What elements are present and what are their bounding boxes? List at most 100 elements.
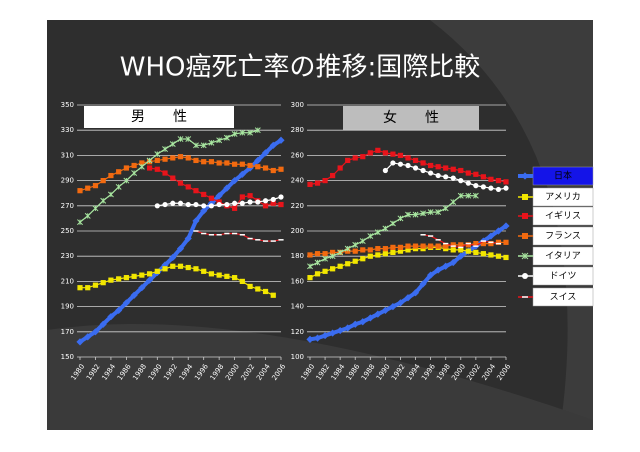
decoration [430,20,593,430]
marker [201,268,207,274]
marker [154,203,160,209]
marker [435,209,442,216]
marker [162,201,168,208]
marker [435,164,441,170]
marker [337,165,343,171]
marker [382,246,388,252]
marker [458,178,464,184]
marker [169,141,176,148]
marker [270,292,276,298]
marker [254,127,261,134]
marker [92,205,99,212]
marker [382,225,389,232]
marker [170,263,176,269]
marker [201,203,207,209]
marker [435,243,441,249]
marker [77,188,83,194]
marker [389,303,397,311]
marker [345,157,351,164]
marker [162,156,168,162]
marker [330,266,336,272]
marker [232,161,238,167]
marker [162,266,168,272]
marker [397,248,404,254]
marker [458,247,464,253]
marker [216,137,223,144]
marker [522,273,528,279]
marker [522,194,528,200]
marker [116,276,122,282]
marker [389,220,396,227]
marker [359,238,366,245]
marker [92,282,99,288]
marker [261,149,270,157]
marker [231,131,238,137]
marker [495,239,502,245]
marker [375,147,381,153]
marker [390,160,396,166]
marker [411,289,420,297]
marker [278,201,284,208]
marker [123,165,129,171]
marker [351,320,359,328]
marker [473,171,479,177]
y-tick-label: 220 [291,202,304,210]
y-tick-label: 240 [291,177,304,185]
marker [374,229,381,236]
marker [450,247,456,253]
marker [131,170,138,176]
marker [262,288,269,295]
marker [458,167,464,174]
marker [503,179,509,185]
marker [216,201,222,208]
marker [270,196,276,203]
marker [322,178,328,184]
marker [277,136,285,144]
marker [465,242,471,248]
y-tick-label: 150 [61,353,74,361]
marker [360,256,366,262]
marker [352,258,358,264]
marker [495,178,502,184]
marker [473,183,479,189]
marker [170,155,176,161]
legend-label: 日本 [554,170,572,182]
marker [232,205,238,211]
marker [239,129,246,136]
marker [434,266,442,274]
marker [465,170,471,176]
marker [307,252,313,258]
marker [262,198,269,204]
marker [314,251,321,257]
marker [130,291,138,299]
marker [420,167,426,174]
marker [450,175,456,181]
marker [123,275,129,281]
marker [427,271,435,279]
y-tick-label: 160 [291,277,304,285]
marker [162,146,168,153]
marker [84,212,91,219]
marker [457,192,464,199]
legend-label: スイス [550,293,577,303]
marker [77,219,83,226]
marker [314,180,321,186]
marker [480,174,486,180]
y-tick-label: 180 [291,252,304,260]
marker [91,328,100,336]
marker [458,242,464,248]
marker [139,272,145,278]
panel-title-box [84,106,234,128]
marker [366,314,374,322]
marker [255,199,261,205]
marker [397,152,404,158]
marker [146,165,153,171]
marker [262,203,269,209]
marker [232,200,238,206]
marker [161,261,169,269]
marker [247,129,254,136]
y-tick-label: 120 [291,328,304,336]
marker [367,150,373,156]
marker [322,251,328,257]
marker [185,136,192,142]
